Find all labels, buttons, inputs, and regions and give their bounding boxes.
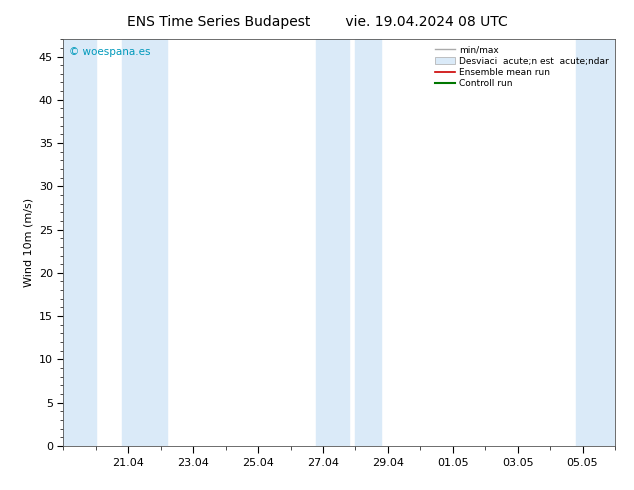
Text: ENS Time Series Budapest        vie. 19.04.2024 08 UTC: ENS Time Series Budapest vie. 19.04.2024…: [127, 15, 507, 29]
Y-axis label: Wind 10m (m/s): Wind 10m (m/s): [23, 198, 34, 287]
Bar: [63, 39, 96, 446]
Text: © woespana.es: © woespana.es: [69, 48, 150, 57]
Bar: [316, 39, 349, 446]
Bar: [576, 39, 615, 446]
Bar: [122, 39, 167, 446]
Legend: min/max, Desviaci  acute;n est  acute;ndar, Ensemble mean run, Controll run: min/max, Desviaci acute;n est acute;ndar…: [434, 44, 611, 90]
Bar: [356, 39, 382, 446]
